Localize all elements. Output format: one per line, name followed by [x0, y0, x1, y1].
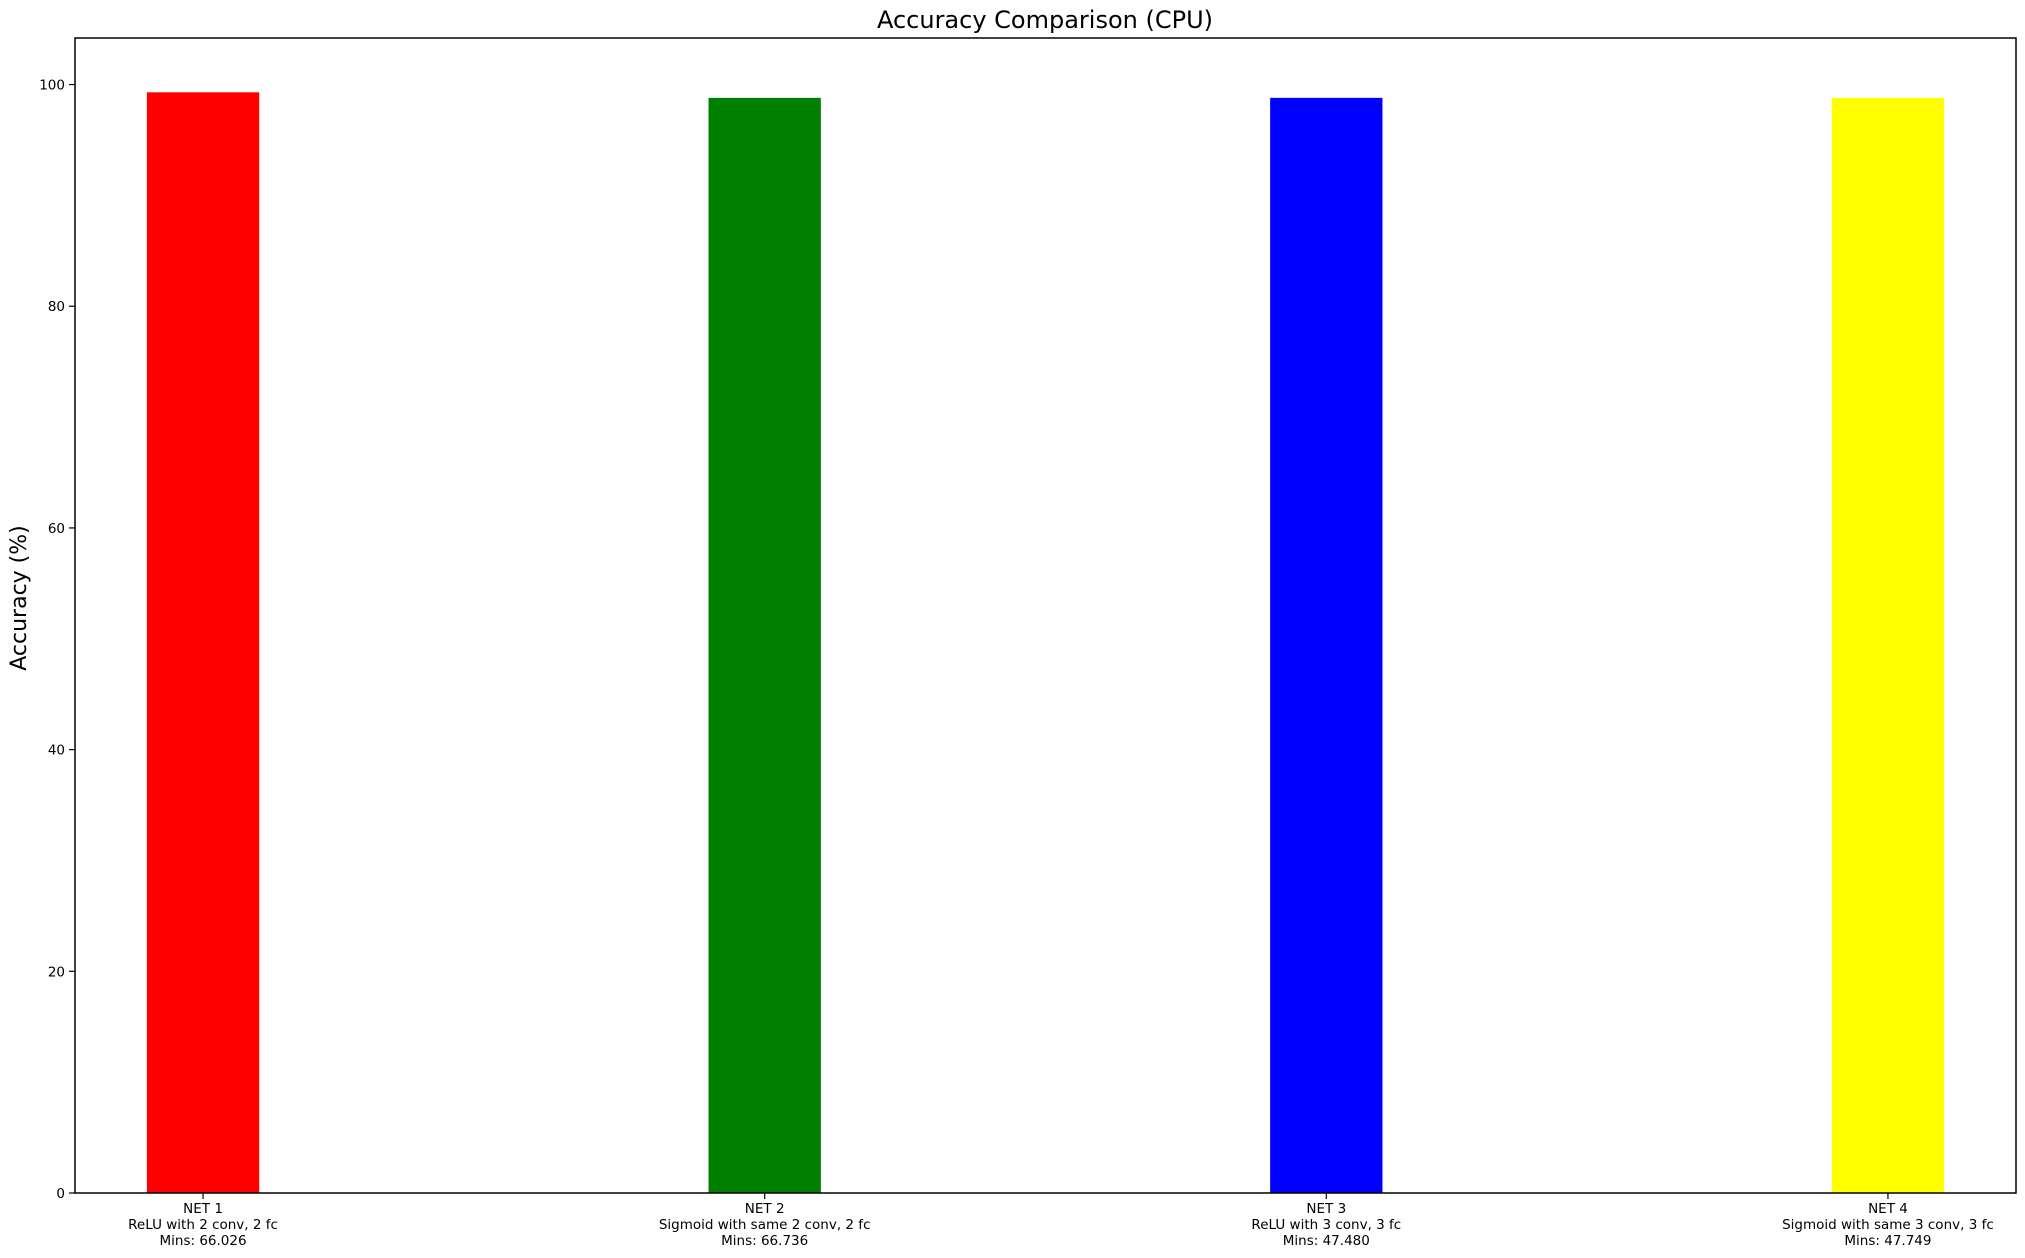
y-tick-label: 100: [39, 78, 65, 94]
x-tick-label-net-3-line-3: Mins: 47.480: [1283, 1233, 1370, 1249]
y-tick-label: 0: [56, 1186, 65, 1202]
x-tick-label-net-1-line-1: NET 1: [183, 1201, 223, 1217]
y-tick-label: 40: [48, 743, 65, 759]
bar-net-2: [708, 97, 821, 1193]
x-tick-label-net-3-line-1: NET 3: [1306, 1201, 1346, 1217]
bar-net-1: [146, 92, 260, 1193]
y-tick-label: 20: [48, 964, 65, 980]
x-tick-label-net-2-line-3: Mins: 66.736: [721, 1233, 808, 1249]
bars-layer: [146, 92, 1945, 1193]
chart-title: Accuracy Comparison (CPU): [877, 6, 1213, 34]
x-tick-label-net-3-line-2: ReLU with 3 conv, 3 fc: [1251, 1217, 1401, 1233]
x-tick-label-net-1-line-3: Mins: 66.026: [160, 1233, 247, 1249]
x-tick-label-net-1-line-2: ReLU with 2 conv, 2 fc: [128, 1217, 278, 1233]
x-tick-label-net-2-line-1: NET 2: [745, 1201, 785, 1217]
x-tick-label-net-2-line-2: Sigmoid with same 2 conv, 2 fc: [659, 1217, 871, 1233]
y-tick-label: 60: [48, 521, 65, 537]
x-tick-label-net-4-line-3: Mins: 47.749: [1844, 1233, 1931, 1249]
x-tick-label-net-4-line-1: NET 4: [1868, 1201, 1908, 1217]
y-tick-label: 80: [48, 299, 65, 315]
bar-net-4: [1831, 97, 1945, 1193]
y-axis-label: Accuracy (%): [7, 525, 32, 671]
bar-net-3: [1270, 97, 1383, 1193]
plot-frame: [74, 37, 2017, 1194]
x-tick-label-net-4-line-2: Sigmoid with same 3 conv, 3 fc: [1782, 1217, 1994, 1233]
y-axis-ticks: 0 20 40 60 80 100: [39, 78, 75, 1202]
